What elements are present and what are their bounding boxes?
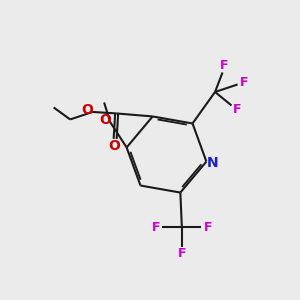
Text: O: O [81,103,93,117]
Text: F: F [204,220,212,234]
Text: N: N [207,156,218,170]
Text: O: O [108,139,120,152]
Text: F: F [233,103,241,116]
Text: F: F [178,247,186,260]
Text: O: O [99,113,111,128]
Text: F: F [240,76,248,89]
Text: F: F [152,220,160,234]
Text: F: F [220,59,228,72]
